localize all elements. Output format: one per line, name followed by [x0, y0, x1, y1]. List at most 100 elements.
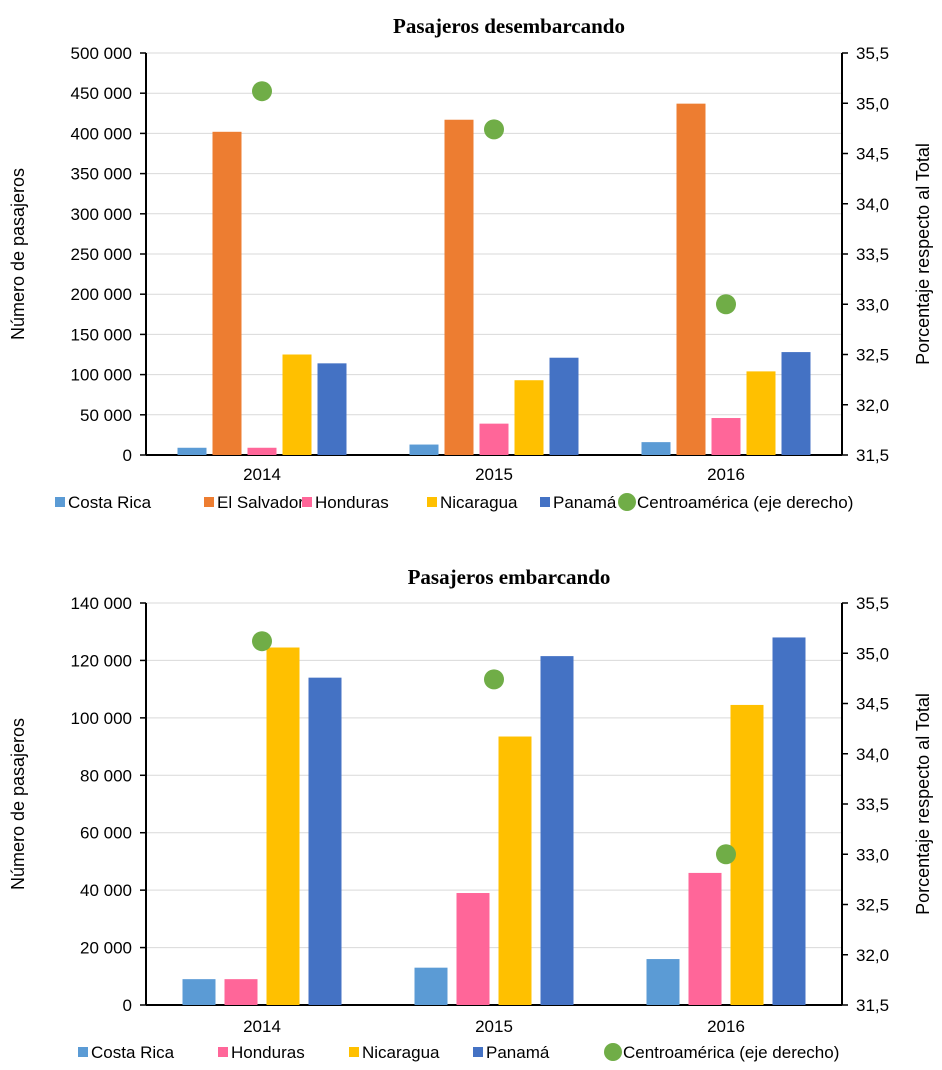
legend-swatch — [302, 497, 312, 507]
legend-swatch — [540, 497, 550, 507]
y-tick-label: 140 000 — [71, 594, 132, 613]
bar-honduras-2014 — [247, 447, 277, 455]
bar-panam--2016 — [772, 637, 806, 1005]
chart-2: Pasajeros embarcando 0 20 000 40 000 60 000 8… — [8, 565, 933, 1062]
bar-costa-rica-2015 — [414, 967, 448, 1005]
bar-el-salvador-2015 — [444, 119, 474, 456]
bar-honduras-2016 — [688, 872, 722, 1005]
legend-label: Nicaragua — [440, 493, 518, 512]
x-tick-label: 2016 — [707, 465, 745, 484]
bar-nicaragua-2016 — [730, 704, 764, 1005]
y-tick-label: 250 000 — [71, 245, 132, 264]
y2-tick-label: 32,0 — [856, 396, 889, 415]
y-tick-label: 0 — [123, 446, 132, 465]
y2-tick-label: 33,5 — [856, 245, 889, 264]
centroamerica-point-2014 — [252, 631, 272, 652]
y2-tick-label: 34,5 — [856, 695, 889, 714]
y-tick-label: 80 000 — [80, 766, 132, 785]
legend-swatch — [218, 1047, 228, 1057]
chart-title: Pasajeros embarcando — [408, 565, 611, 589]
y2-tick-label: 34,0 — [856, 745, 889, 764]
y2-tick-label: 35,0 — [856, 94, 889, 113]
y2-tick-label: 35,0 — [856, 644, 889, 663]
y-tick-label: 20 000 — [80, 939, 132, 958]
x-tick-label: 2015 — [475, 465, 513, 484]
y2-tick-label: 35,5 — [856, 594, 889, 613]
y2-tick-label: 31,5 — [856, 996, 889, 1015]
bar-honduras-2015 — [456, 893, 490, 1005]
bar-honduras-2016 — [711, 418, 741, 455]
y2-tick-label: 32,5 — [856, 346, 889, 365]
centroamerica-point-2014 — [252, 81, 272, 102]
x-tick-label: 2016 — [707, 1017, 745, 1036]
legend-swatch — [55, 497, 65, 507]
legend-dot — [604, 1043, 622, 1061]
y-tick-label: 50 000 — [80, 406, 132, 425]
legend-label: Panamá — [486, 1043, 550, 1062]
y2-axis-label: Porcentaje respecto al Total — [913, 143, 933, 365]
bar-el-salvador-2016 — [676, 103, 706, 455]
centroamerica-point-2015 — [484, 669, 504, 690]
x-tick-label: 2015 — [475, 1017, 513, 1036]
y2-tick-label: 33,0 — [856, 845, 889, 864]
y2-tick-label: 32,0 — [856, 946, 889, 965]
legend-label: Centroamérica (eje derecho) — [637, 493, 853, 512]
bar-nicaragua-2016 — [746, 371, 776, 455]
legend-label: Nicaragua — [362, 1043, 440, 1062]
x-tick-label: 2014 — [243, 465, 281, 484]
y-axis-label: Número de pasajeros — [8, 168, 28, 340]
centroamerica-point-2016 — [716, 294, 736, 315]
y-tick-label: 350 000 — [71, 165, 132, 184]
bar-panam--2014 — [308, 677, 342, 1005]
bar-honduras-2014 — [224, 979, 258, 1005]
y2-tick-label: 33,0 — [856, 295, 889, 314]
y-tick-label: 40 000 — [80, 881, 132, 900]
y-tick-label: 400 000 — [71, 124, 132, 143]
bar-el-salvador-2014 — [212, 131, 242, 456]
y2-tick-label: 34,0 — [856, 195, 889, 214]
bar-nicaragua-2014 — [266, 647, 300, 1005]
y-tick-label: 100 000 — [71, 709, 132, 728]
chart-title: Pasajeros desembarcando — [393, 14, 625, 38]
y-tick-label: 300 000 — [71, 205, 132, 224]
bar-nicaragua-2014 — [282, 354, 312, 455]
bar-costa-rica-2015 — [409, 444, 439, 455]
bar-costa-rica-2014 — [182, 979, 216, 1005]
y2-tick-label: 35,5 — [856, 44, 889, 63]
legend-swatch — [78, 1047, 88, 1057]
chart-1: Pasajeros desembarcando 0 50 000 100 000 150… — [8, 14, 933, 512]
bar-panam--2015 — [549, 357, 579, 455]
bar-costa-rica-2014 — [177, 447, 207, 455]
y-tick-label: 60 000 — [80, 824, 132, 843]
y2-axis-label: Porcentaje respecto al Total — [913, 693, 933, 915]
centroamerica-point-2015 — [484, 119, 504, 140]
legend-label: Honduras — [315, 493, 389, 512]
y-tick-label: 100 000 — [71, 366, 132, 385]
bar-nicaragua-2015 — [514, 380, 544, 455]
y2-tick-label: 31,5 — [856, 446, 889, 465]
bar-costa-rica-2016 — [646, 959, 680, 1005]
legend-swatch — [427, 497, 437, 507]
bar-nicaragua-2015 — [498, 736, 532, 1005]
legend-label: Honduras — [231, 1043, 305, 1062]
legend-label: Costa Rica — [91, 1043, 175, 1062]
bar-panam--2015 — [540, 656, 574, 1005]
y-tick-label: 0 — [123, 996, 132, 1015]
legend-label: Centroamérica (eje derecho) — [623, 1043, 839, 1062]
y-tick-label: 150 000 — [71, 325, 132, 344]
y-tick-label: 500 000 — [71, 44, 132, 63]
bar-honduras-2015 — [479, 423, 509, 455]
legend-swatch — [349, 1047, 359, 1057]
y2-tick-label: 33,5 — [856, 795, 889, 814]
legend-dot — [618, 493, 636, 511]
y-tick-label: 450 000 — [71, 84, 132, 103]
legend-label: Costa Rica — [68, 493, 152, 512]
y2-tick-label: 34,5 — [856, 145, 889, 164]
legend-label: El Salvador — [217, 493, 304, 512]
centroamerica-point-2016 — [716, 844, 736, 865]
x-tick-label: 2014 — [243, 1017, 281, 1036]
bar-panam--2014 — [317, 363, 347, 455]
y-tick-label: 120 000 — [71, 651, 132, 670]
legend-label: Panamá — [553, 493, 617, 512]
